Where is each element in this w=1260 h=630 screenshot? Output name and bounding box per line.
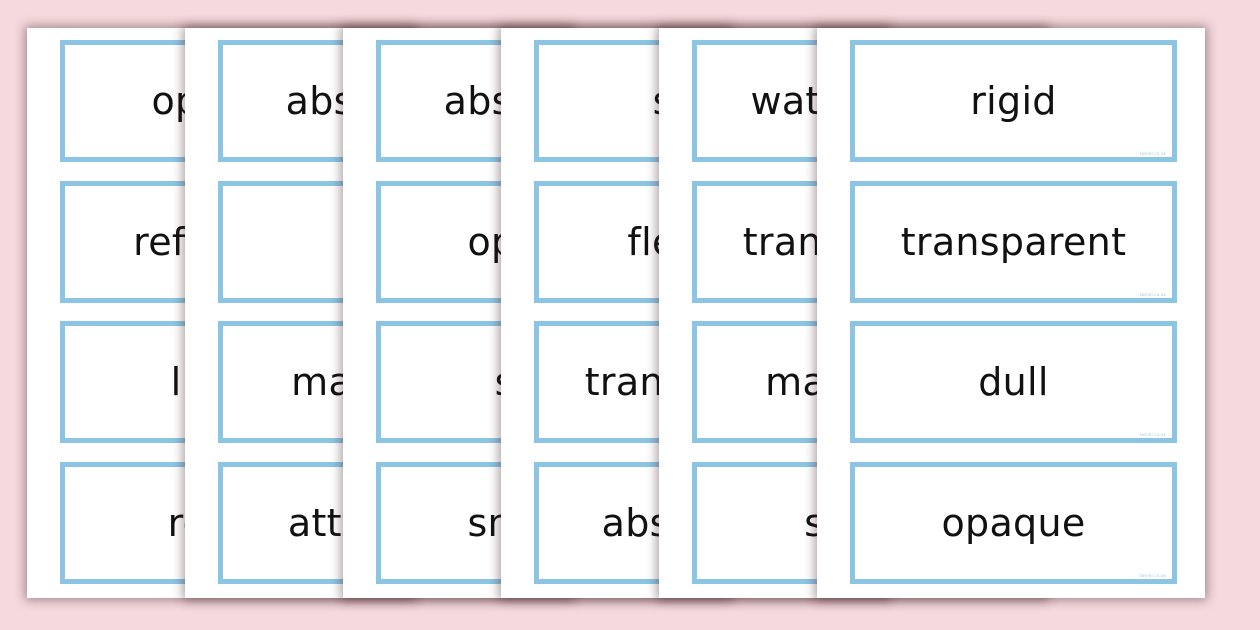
word-card-label: transparent [900, 219, 1127, 264]
publisher-watermark: twinkl.co.uk [1139, 572, 1166, 578]
word-card[interactable]: transparent twinkl.co.uk [850, 180, 1177, 303]
word-card-label: opaque [941, 500, 1086, 545]
word-card-label: rigid [970, 79, 1057, 123]
publisher-watermark: twinkl.co.uk [1139, 432, 1166, 438]
publisher-watermark: twinkl.co.uk [1139, 291, 1166, 297]
sheet-6[interactable]: rigid twinkl.co.uk transparent twinkl.co.uk… [817, 28, 1205, 598]
word-card-label: dull [978, 360, 1049, 405]
word-card[interactable]: opaque twinkl.co.uk [850, 461, 1177, 584]
word-card[interactable]: dull twinkl.co.uk [850, 321, 1177, 444]
word-card[interactable]: rigid twinkl.co.uk [850, 40, 1177, 162]
publisher-watermark: twinkl.co.uk [1139, 151, 1166, 156]
sheet-card-grid: rigid twinkl.co.uk transparent twinkl.co.uk… [850, 40, 1177, 584]
